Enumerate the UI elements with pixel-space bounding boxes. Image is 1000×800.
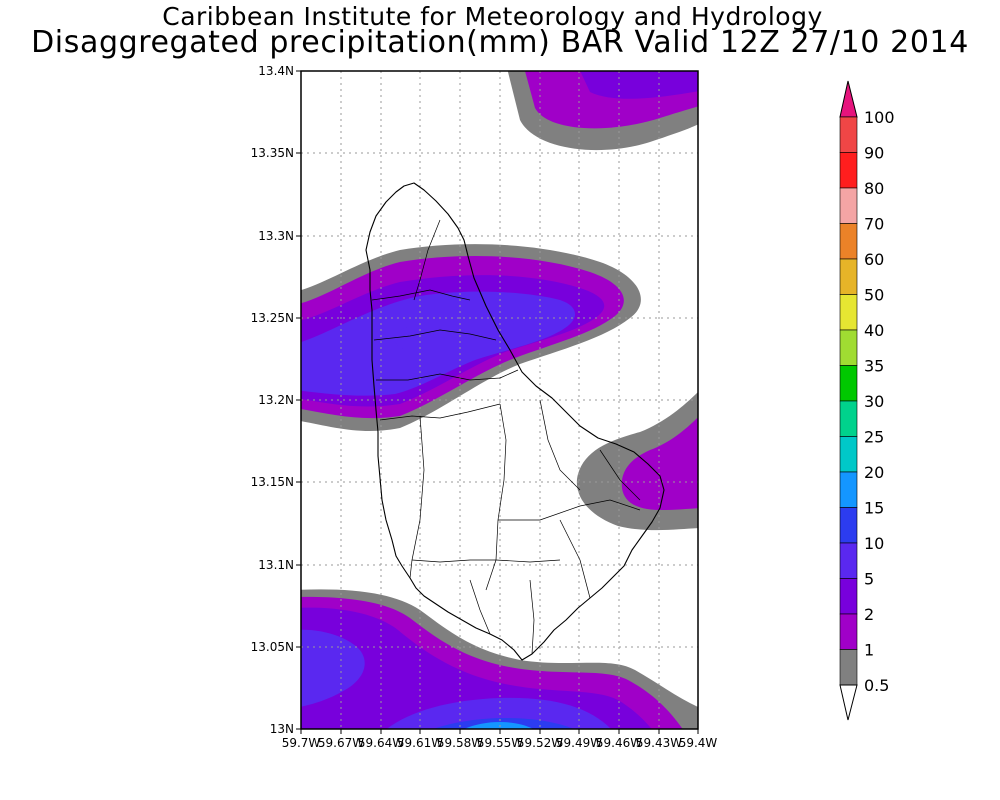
- lat-tick-3: 13.25N: [251, 311, 294, 325]
- precip-mid-10: [394, 314, 515, 354]
- cb-swatch-10: [839, 542, 858, 579]
- colorbar-max-triangle-icon: [839, 80, 858, 118]
- lon-tick-4: 59.58W: [437, 736, 483, 750]
- colorbar: 100 90 80 70 60 50 40 35 30 25 20 15 10 …: [839, 80, 895, 721]
- chart-title-line1: Caribbean Institute for Meteorology and …: [162, 2, 823, 31]
- lon-tick-1: 59.67W: [318, 736, 364, 750]
- colorbar-min-triangle-icon: [839, 684, 858, 721]
- lon-tick-6: 59.52W: [517, 736, 563, 750]
- cb-label-40: 40: [864, 321, 884, 340]
- cb-swatch-80: [839, 187, 858, 224]
- cb-swatch-25: [839, 436, 858, 473]
- lon-tick-5: 59.55W: [477, 736, 523, 750]
- lat-tick-1: 13.35N: [251, 146, 294, 160]
- lon-tick-0: 59.7W: [282, 736, 321, 750]
- cb-label-15: 15: [864, 499, 884, 518]
- precipitation-field: [301, 71, 698, 729]
- cb-label-20: 20: [864, 463, 884, 482]
- precip-bottom-5a: [301, 629, 365, 707]
- lat-tick-8: 13N: [270, 722, 294, 736]
- cb-label-60: 60: [864, 250, 884, 269]
- precip-top-right-2: [580, 71, 698, 99]
- cb-label-50: 50: [864, 286, 884, 305]
- cb-label-10: 10: [864, 534, 884, 553]
- lon-tick-10: 59.4W: [679, 736, 718, 750]
- lat-tick-4: 13.2N: [258, 393, 294, 407]
- cb-label-2: 2: [864, 605, 874, 624]
- cb-label-30: 30: [864, 392, 884, 411]
- lat-tick-5: 13.15N: [251, 475, 294, 489]
- cb-label-5: 5: [864, 570, 874, 589]
- cb-swatch-15: [839, 507, 858, 544]
- lon-tick-9: 59.43W: [636, 736, 682, 750]
- cb-label-05: 0.5: [864, 676, 889, 695]
- cb-label-70: 70: [864, 215, 884, 234]
- cb-swatch-30: [839, 400, 858, 437]
- cb-label-100: 100: [864, 108, 895, 127]
- lat-tick-7: 13.05N: [251, 640, 294, 654]
- cb-swatch-60: [839, 258, 858, 295]
- cb-label-25: 25: [864, 428, 884, 447]
- cb-swatch-50: [839, 294, 858, 331]
- precip-bottom-15: [463, 722, 534, 729]
- precip-bottom-2: [301, 607, 652, 729]
- cb-swatch-70: [839, 223, 858, 260]
- cb-label-80: 80: [864, 179, 884, 198]
- cb-swatch-5: [839, 578, 858, 615]
- lon-tick-8: 59.46W: [596, 736, 642, 750]
- cb-label-90: 90: [864, 144, 884, 163]
- cb-swatch-90: [839, 152, 858, 189]
- barbados-outline: [365, 182, 665, 661]
- cb-label-35: 35: [864, 357, 884, 376]
- cb-label-1: 1: [864, 641, 874, 660]
- cb-swatch-20: [839, 471, 858, 508]
- cb-swatch-35: [839, 365, 858, 402]
- precip-right-1: [621, 417, 698, 510]
- lat-tick-2: 13.3N: [258, 229, 294, 243]
- lat-tick-0: 13.4N: [258, 64, 294, 78]
- chart-title-line2: Disaggregated precipitation(mm) BAR Vali…: [31, 25, 969, 60]
- lon-tick-2: 59.64W: [358, 736, 404, 750]
- cb-swatch-1: [839, 649, 858, 686]
- map-grid: [301, 71, 698, 729]
- cb-swatch-100: [839, 116, 858, 153]
- cb-swatch-40: [839, 329, 858, 366]
- lat-tick-6: 13.1N: [258, 558, 294, 572]
- lon-tick-labels: 59.7W 59.67W 59.64W 59.61W 59.58W 59.55W…: [282, 736, 718, 750]
- precip-bottom-5b: [386, 697, 611, 729]
- lon-tick-7: 59.49W: [556, 736, 602, 750]
- lon-tick-3: 59.61W: [397, 736, 443, 750]
- cb-swatch-2: [839, 613, 858, 650]
